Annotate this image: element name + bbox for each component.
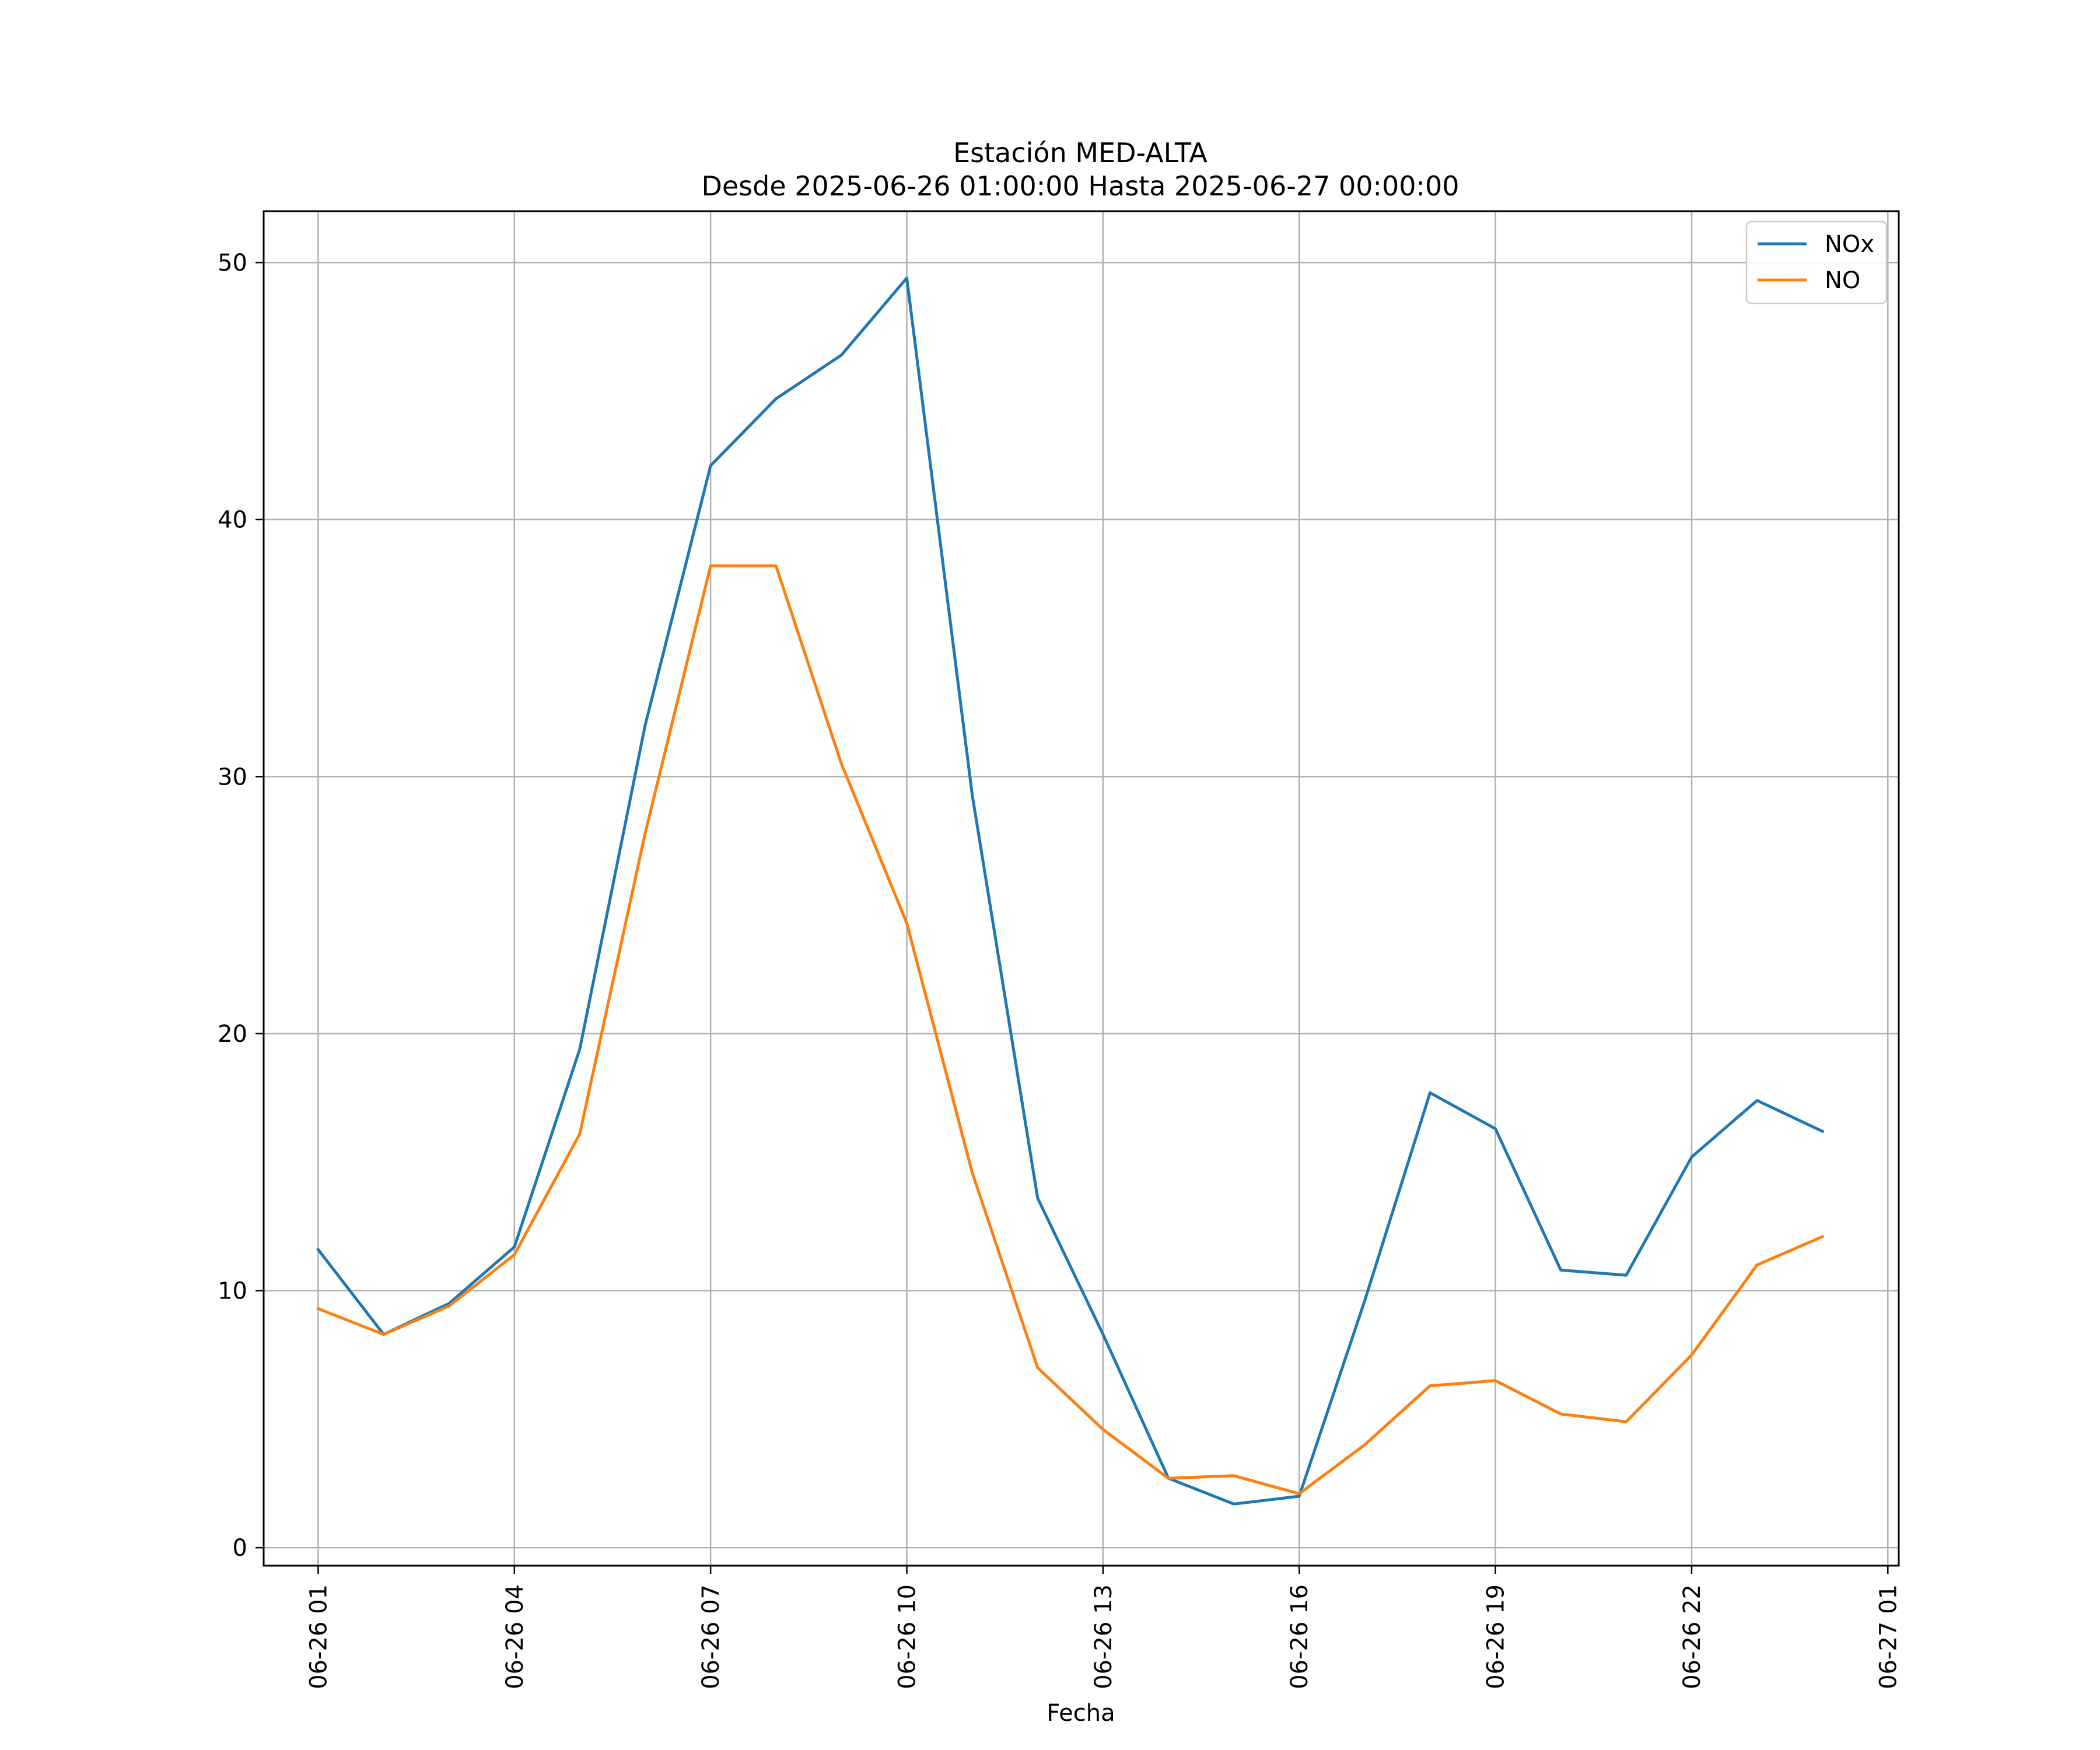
series-line-no	[316, 564, 1825, 1496]
x-tick-label: 06-26 07	[698, 1584, 724, 1689]
legend-box	[1745, 220, 1888, 304]
y-tick-label: 50	[218, 250, 247, 276]
legend-label-no: NO	[1825, 267, 1860, 294]
y-tick-label: 20	[218, 1021, 247, 1048]
x-axis-label: Fecha	[1046, 1700, 1115, 1727]
y-tick-label: 40	[218, 507, 247, 534]
x-tick-label: 06-26 22	[1679, 1584, 1706, 1689]
series-lines	[316, 276, 1825, 1506]
legend: NOx NO	[1745, 220, 1888, 304]
x-tick-label: 06-26 10	[894, 1584, 921, 1689]
x-tick-label: 06-26 04	[502, 1584, 528, 1689]
x-tick-label: 06-27 01	[1875, 1584, 1902, 1689]
plot-frame	[262, 210, 1900, 1567]
axis-ticks: 06-26 01 06-26 04 06-26 07 06-26 10 06-26 13…	[218, 250, 1902, 1689]
series-line-nox	[316, 276, 1825, 1506]
legend-label-nox: NOx	[1825, 231, 1874, 258]
y-tick-label: 0	[233, 1535, 247, 1562]
x-tick-label: 06-26 16	[1286, 1584, 1313, 1689]
chart-title: Estación MED-ALTA	[953, 137, 1208, 169]
chart-subtitle: Desde 2025-06-26 01:00:00 Hasta 2025-06-…	[701, 170, 1459, 202]
y-tick-label: 10	[218, 1278, 247, 1305]
x-tick-label: 06-26 01	[305, 1584, 332, 1689]
y-tick-label: 30	[218, 764, 247, 790]
x-tick-label: 06-26 19	[1483, 1584, 1510, 1689]
grid	[264, 211, 1899, 1566]
x-tick-label: 06-26 13	[1090, 1584, 1117, 1689]
